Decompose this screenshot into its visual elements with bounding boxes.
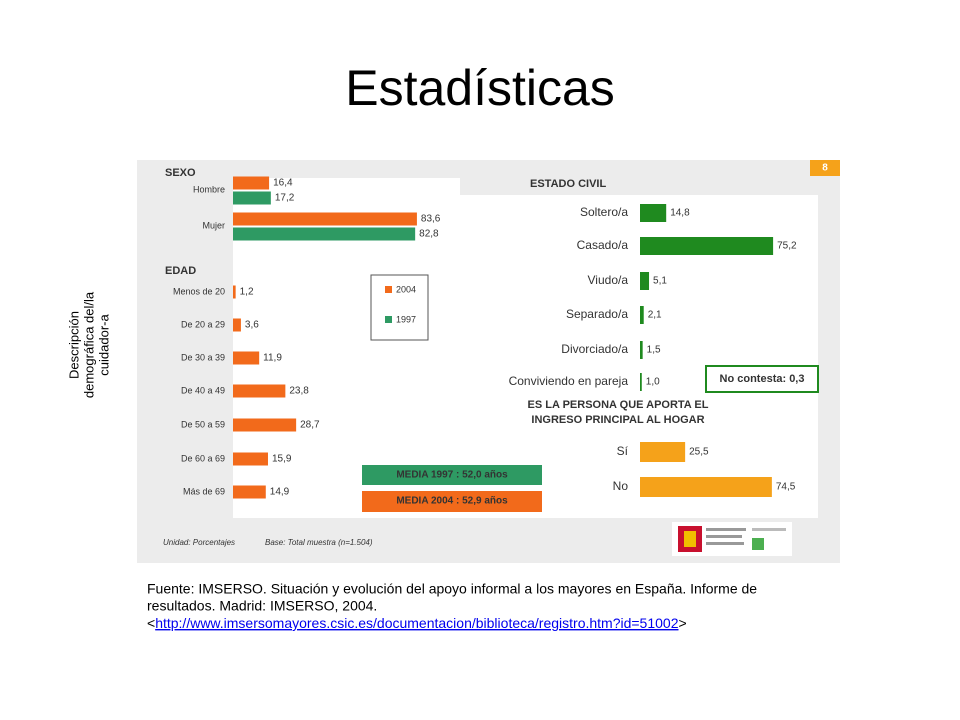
legend-swatch [385, 316, 392, 323]
annotation-box [705, 365, 819, 393]
bar [640, 272, 650, 290]
label: Fuente: IMSERSO. Situación y evolución d… [147, 581, 757, 597]
label: Mujer [202, 220, 225, 230]
label: De 50 a 59 [181, 419, 225, 429]
label: Sí [617, 444, 629, 458]
label: 3,6 [245, 320, 259, 331]
bar [233, 176, 270, 190]
text: < [147, 615, 155, 631]
bar [640, 237, 774, 255]
label: 16,4 [273, 178, 293, 189]
label: 17,2 [275, 193, 295, 204]
label: 83,6 [421, 214, 441, 225]
label: Menos de 20 [173, 286, 225, 296]
label: Unidad: Porcentajes [163, 538, 235, 547]
legend-box [370, 274, 429, 341]
legend-swatch [385, 286, 392, 293]
label: 82,8 [419, 229, 439, 240]
bar [640, 373, 642, 391]
label: 25,5 [689, 447, 709, 458]
bar [640, 477, 772, 497]
bar [640, 442, 686, 462]
label: 1,0 [646, 377, 660, 388]
page-number: 8 [822, 163, 828, 174]
bar [233, 351, 260, 365]
label: 11,9 [263, 353, 282, 364]
label: resultados. Madrid: IMSERSO, 2004. [147, 598, 377, 614]
label: 1997 [396, 314, 416, 324]
label: No [613, 479, 629, 493]
side-label: demográfica del/la [81, 291, 96, 398]
label: 74,5 [776, 482, 796, 493]
label: 5,1 [653, 276, 667, 287]
label: Hombre [193, 184, 225, 194]
label: Base: Total muestra (n=1.504) [265, 538, 373, 547]
label: 75,2 [777, 241, 797, 252]
bar [233, 452, 268, 466]
label: 1,5 [647, 345, 661, 356]
label: 14,9 [270, 487, 290, 498]
label: Viudo/a [588, 273, 629, 287]
bar [233, 227, 416, 241]
label: 1,2 [240, 287, 254, 298]
bar [233, 418, 297, 432]
bar [233, 485, 266, 499]
label: SEXO [165, 167, 196, 179]
label: 23,8 [289, 386, 309, 397]
bar [233, 384, 286, 398]
bar [233, 318, 241, 332]
page-badge [810, 160, 840, 176]
bar [233, 285, 236, 299]
label: No contesta: 0,3 [720, 373, 805, 385]
label: De 20 a 29 [181, 319, 225, 329]
label: Casado/a [577, 238, 629, 252]
bar [233, 191, 271, 205]
label: Conviviendo en pareja [509, 374, 629, 388]
text: > [679, 615, 687, 631]
label: Más de 69 [183, 486, 225, 496]
label: EDAD [165, 265, 196, 277]
label: ES LA PERSONA QUE APORTA EL [528, 399, 709, 411]
label: MEDIA 2004 : 52,9 años [396, 496, 508, 507]
label: MEDIA 1997 : 52,0 años [396, 470, 508, 481]
label: 28,7 [300, 420, 320, 431]
annotation-box [362, 465, 542, 485]
slide-title: Estadísticas [345, 60, 615, 116]
logo [672, 522, 792, 556]
side-label: cuidador-a [96, 314, 111, 376]
label: Divorciado/a [561, 342, 628, 356]
label: Soltero/a [580, 205, 628, 219]
label: ESTADO CIVIL [530, 178, 606, 190]
annotation-box [362, 491, 542, 512]
label: De 60 a 69 [181, 453, 225, 463]
label: Separado/a [566, 307, 628, 321]
bar [233, 212, 417, 226]
bar [640, 204, 667, 222]
bar [640, 341, 643, 359]
label: 14,8 [670, 208, 690, 219]
label: INGRESO PRINCIPAL AL HOGAR [531, 414, 704, 426]
label: De 40 a 49 [181, 385, 225, 395]
link[interactable]: http://www.imsersomayores.csic.es/docume… [155, 615, 679, 631]
label: De 30 a 39 [181, 352, 225, 362]
bar [640, 306, 644, 324]
label: 2004 [396, 284, 416, 294]
source-link-line: <http://www.imsersomayores.csic.es/docum… [147, 615, 687, 631]
side-label: Descripción [66, 311, 81, 379]
label: 15,9 [272, 454, 292, 465]
label: 2,1 [648, 310, 662, 321]
